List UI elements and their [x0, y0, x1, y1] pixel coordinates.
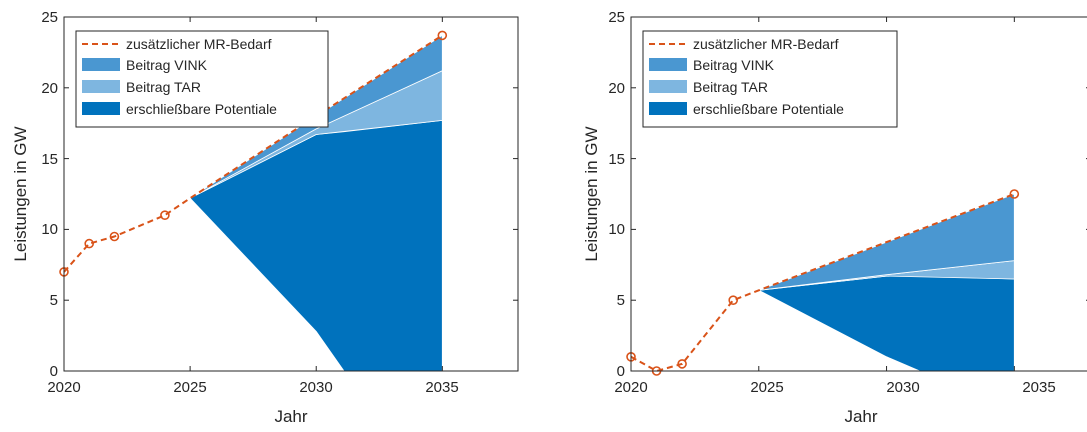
y-tick-label-5-left: 5 [50, 292, 58, 309]
demand-marker-2024-right [728, 295, 739, 306]
x-tick-label-2020-left: 2020 [47, 379, 80, 396]
y-tick-label-5-right: 5 [617, 292, 625, 309]
x-axis-label-left: Jahr [274, 407, 307, 426]
y-tick-label-25-left: 25 [41, 9, 58, 26]
legend-label-potentials-left: erschließbare Potentiale [126, 101, 277, 117]
chart-left: 2020 2025 2030 2035 0 5 10 15 20 25 Jahr… [11, 9, 519, 426]
demand-marker-2035-left [437, 30, 448, 41]
legend-right: zusätzlicher MR-Bedarf Beitrag VINK Beit… [642, 30, 898, 128]
chart-right: 2020 2025 2030 2035 0 5 10 15 20 25 Jahr… [582, 9, 1087, 426]
x-tick-label-2025-left: 2025 [173, 379, 206, 396]
demand-marker-2021-left [84, 238, 94, 249]
y-tick-label-10-right: 10 [608, 221, 625, 238]
legend-box-left [75, 30, 329, 128]
area-potentials-left [189, 120, 443, 372]
y-tick-label-10-left: 10 [41, 221, 58, 238]
legend-swatch-tar-left [82, 80, 120, 93]
demand-marker-2035-right [1009, 189, 1020, 199]
legend-label-demand-right: zusätzlicher MR-Bedarf [693, 36, 839, 52]
y-tick-label-20-left: 20 [41, 80, 58, 97]
demand-line-right [630, 193, 1015, 373]
y-axis-label-right: Leistungen in GW [582, 126, 601, 261]
y-tick-label-0-left: 0 [50, 363, 58, 380]
x-tick-label-2030-left: 2030 [299, 379, 332, 396]
y-tick-label-0-right: 0 [617, 363, 625, 380]
x-axis-label-right: Jahr [844, 407, 877, 426]
legend-swatch-tar-right [649, 80, 687, 93]
legend-left: zusätzlicher MR-Bedarf Beitrag VINK Beit… [75, 30, 329, 128]
legend-label-tar-left: Beitrag TAR [126, 79, 201, 95]
area-series-right [758, 193, 1015, 372]
legend-label-vink-right: Beitrag VINK [693, 57, 775, 73]
legend-label-vink-left: Beitrag VINK [126, 57, 208, 73]
demand-markers-left [59, 30, 448, 277]
x-tick-label-2035-right: 2035 [1022, 379, 1055, 396]
demand-marker-2022-left [109, 231, 120, 242]
legend-swatch-vink-right [649, 58, 687, 71]
y-tick-label-15-right: 15 [608, 151, 625, 168]
area-potentials-right [758, 275, 1015, 372]
demand-marker-2022-right [677, 359, 687, 369]
plot-frame-right [630, 16, 1087, 372]
legend-label-tar-right: Beitrag TAR [693, 79, 768, 95]
y-axis-label-left: Leistungen in GW [11, 126, 30, 261]
legend-label-potentials-right: erschließbare Potentiale [693, 101, 844, 117]
x-tick-label-2030-right: 2030 [886, 379, 919, 396]
legend-label-demand-left: zusätzlicher MR-Bedarf [126, 36, 272, 52]
legend-swatch-potentials-left [82, 102, 120, 115]
x-tick-label-2035-left: 2035 [425, 379, 458, 396]
demand-marker-2024-left [160, 210, 170, 220]
y-tick-label-25-right: 25 [608, 9, 625, 26]
y-tick-label-20-right: 20 [608, 80, 625, 97]
plot-frame-left [63, 16, 519, 372]
x-tick-label-2020-right: 2020 [614, 379, 647, 396]
x-tick-label-2025-right: 2025 [750, 379, 783, 396]
y-tick-label-15-left: 15 [41, 151, 58, 168]
ticks-left [63, 16, 518, 372]
legend-swatch-vink-left [82, 58, 120, 71]
legend-swatch-potentials-right [649, 102, 687, 115]
